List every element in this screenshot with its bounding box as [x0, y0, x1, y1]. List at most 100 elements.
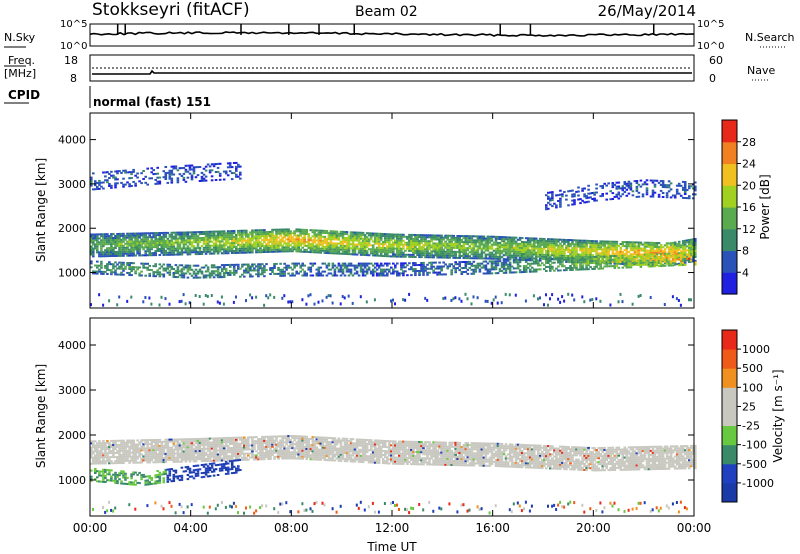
data-cell: [595, 199, 598, 202]
data-cell: [333, 246, 337, 249]
data-cell: [518, 256, 522, 259]
data-cell: [210, 294, 213, 297]
data-cell: [450, 246, 453, 249]
data-cell: [218, 246, 222, 249]
data-cell: [303, 272, 306, 275]
data-cell: [450, 248, 453, 251]
data-cell: [583, 262, 586, 265]
data-cell: [669, 262, 673, 265]
data-cell: [303, 274, 306, 277]
data-cell: [226, 174, 230, 177]
data-cell: [633, 263, 637, 266]
data-cell: [579, 245, 582, 248]
data-cell: [502, 244, 506, 247]
data-cell: [512, 252, 516, 255]
data-cell: [351, 237, 355, 240]
data-cell: [144, 246, 147, 249]
data-cell: [607, 240, 610, 243]
data-cell: [235, 237, 238, 240]
data-cell: [285, 238, 288, 241]
data-cell: [675, 249, 679, 252]
data-cell: [128, 234, 131, 237]
data-cell: [599, 244, 602, 247]
data-cell: [402, 255, 405, 258]
data-cell: [200, 177, 204, 180]
data-cell: [688, 197, 691, 200]
data-cell: [593, 242, 596, 245]
data-cell: [575, 241, 578, 244]
data-cell: [685, 249, 689, 252]
data-cell: [667, 254, 671, 257]
data-cell: [603, 261, 606, 264]
data-cell: [545, 293, 547, 297]
data-cell: [438, 250, 441, 253]
data-cell: [565, 246, 568, 249]
data-cell: [623, 183, 627, 185]
data-cell: [279, 230, 282, 233]
data-cell: [142, 242, 145, 245]
data-cell: [285, 266, 288, 269]
data-cell: [579, 198, 582, 201]
noise-spikes: [116, 24, 655, 35]
data-cell: [341, 234, 345, 237]
data-cell: [100, 450, 103, 453]
data-cell: [263, 233, 266, 236]
data-cell: [317, 243, 321, 246]
nave-tick-high: 60: [709, 54, 723, 67]
data-cell: [434, 246, 437, 249]
data-cell: [110, 186, 113, 189]
data-cell: [367, 268, 371, 271]
data-cell: [392, 233, 395, 236]
data-cell: [367, 262, 371, 265]
data-cell: [168, 249, 172, 252]
data-cell: [414, 248, 417, 250]
data-cell: [593, 258, 596, 261]
data-cell: [166, 171, 170, 174]
data-cell: [396, 255, 399, 258]
data-cell: [158, 242, 162, 244]
data-cell: [448, 238, 451, 241]
data-cell: [253, 245, 256, 248]
data-cell: [200, 175, 204, 178]
data-cell: [114, 182, 117, 185]
data-cell: [383, 247, 387, 250]
data-cell: [547, 244, 550, 247]
data-cell: [375, 262, 379, 265]
data-cell: [230, 236, 234, 239]
data-cell: [188, 166, 192, 169]
data-cell: [214, 270, 218, 273]
data-cell: [108, 253, 111, 256]
data-cell: [406, 247, 409, 250]
data-cell: [136, 232, 139, 235]
data-cell: [232, 265, 236, 268]
data-cell: [412, 242, 415, 244]
data-cell: [645, 257, 649, 260]
data-cell: [420, 262, 423, 264]
data-cell: [490, 262, 494, 265]
data-cell: [637, 263, 641, 266]
data-cell: [383, 237, 387, 240]
data-cell: [591, 248, 594, 251]
data-cell: [671, 264, 675, 267]
data-cell: [100, 243, 103, 246]
data-cell: [470, 262, 474, 265]
data-cell: [653, 183, 657, 186]
data-cell: [92, 462, 95, 465]
data-cell: [98, 450, 101, 453]
data-cell: [559, 201, 562, 204]
data-cell: [466, 235, 470, 238]
data-cell: [297, 248, 300, 251]
data-cell: [182, 266, 186, 269]
data-cell: [671, 251, 675, 254]
data-cell: [297, 230, 300, 233]
data-cell: [192, 247, 196, 250]
data-cell: [216, 268, 220, 271]
data-cell: [152, 240, 155, 243]
data-cell: [331, 264, 335, 267]
data-cell: [569, 239, 572, 242]
data-cell: [426, 256, 429, 259]
data-cell: [259, 237, 262, 240]
data-cell: [188, 243, 192, 246]
data-cell: [273, 242, 276, 245]
data-cell: [512, 246, 516, 249]
